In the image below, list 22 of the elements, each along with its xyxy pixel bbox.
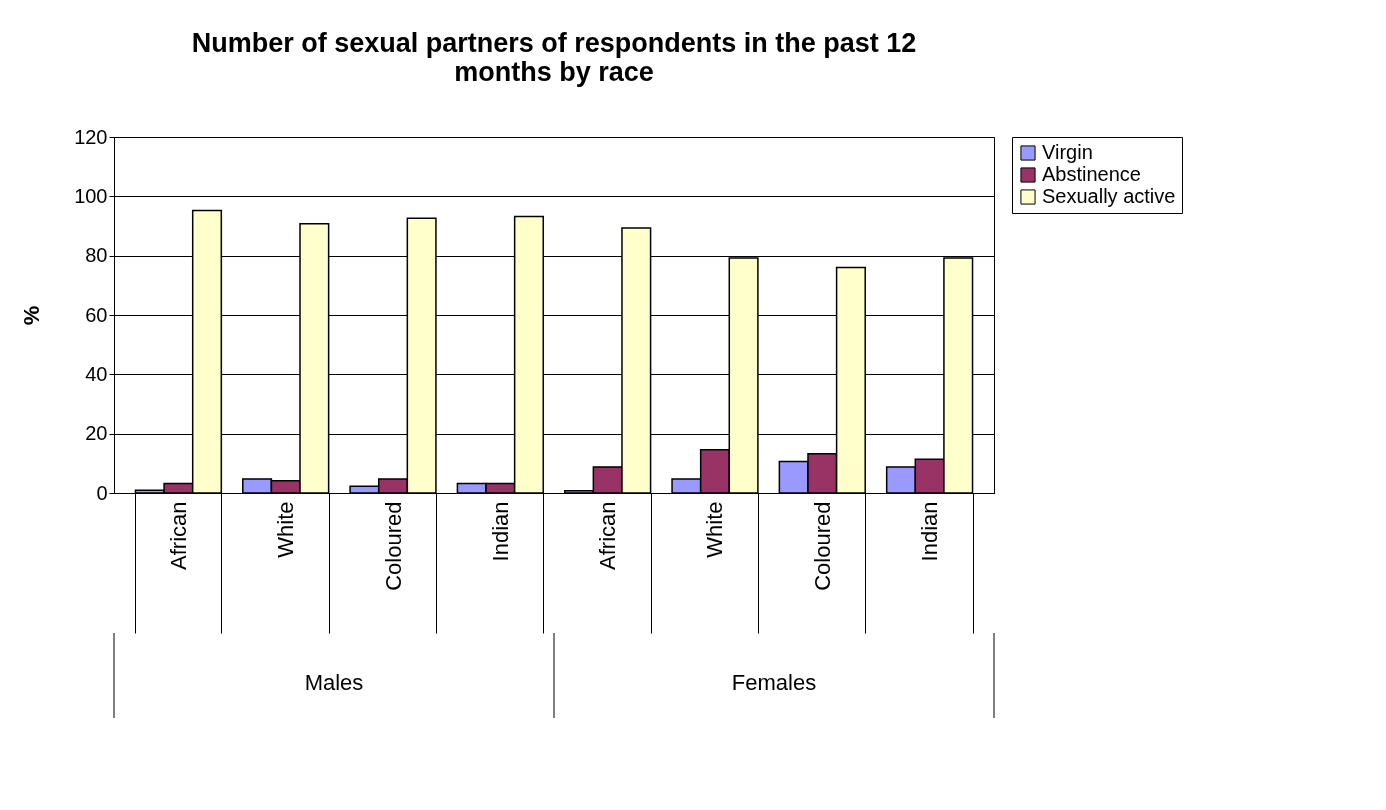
legend-label: Sexually active <box>1042 185 1176 207</box>
y-tick-label: 60 <box>85 303 108 326</box>
y-tick-label: 40 <box>85 362 108 385</box>
y-tick-label: 0 <box>96 481 108 504</box>
chart-title: Number of sexual partners of respondents in the past 12 months by race <box>191 28 917 87</box>
y-tick-label: 20 <box>85 422 108 445</box>
x-tick-label: Coloured <box>809 501 835 591</box>
legend-label: Abstinence <box>1042 163 1141 185</box>
y-tick-label: 80 <box>85 244 108 267</box>
legend-label: Virgin <box>1042 141 1093 163</box>
text: Males <box>304 670 364 695</box>
x-tick-label: African <box>165 501 191 570</box>
x-tick-label: African <box>595 501 621 570</box>
x-tick-label: White <box>702 501 728 558</box>
y-tick-label: 120 <box>74 125 108 148</box>
y-tick-label: 100 <box>74 184 108 207</box>
y-axis-title: % <box>19 305 45 326</box>
text: Females <box>731 670 817 695</box>
x-tick-label: Coloured <box>380 501 406 591</box>
x-tick-label: White <box>273 501 299 558</box>
x-tick-label: Indian <box>917 501 943 562</box>
x-tick-label: Indian <box>487 501 513 562</box>
